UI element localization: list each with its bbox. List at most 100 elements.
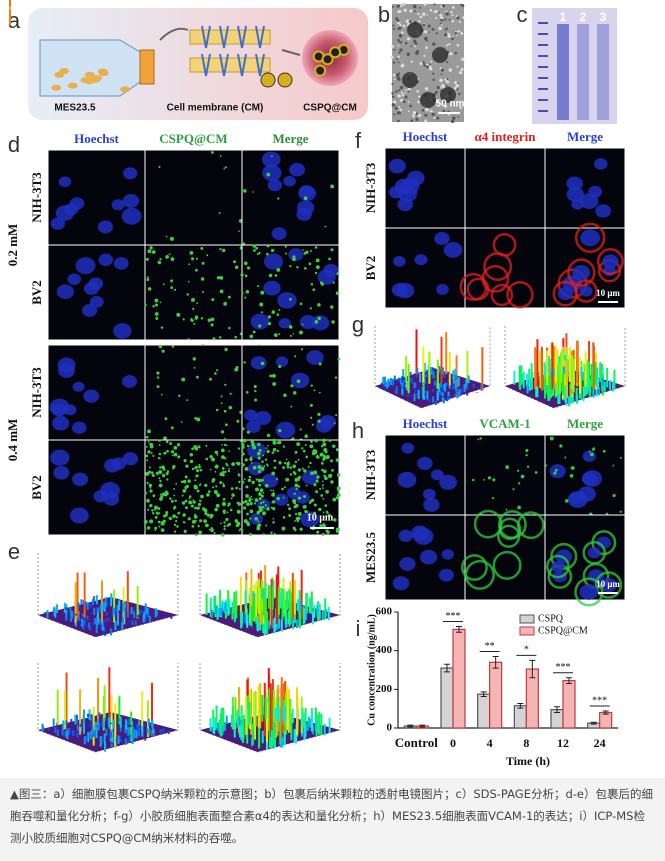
marker-band: [538, 66, 548, 68]
speckle: [294, 519, 297, 522]
membrane-stain: [506, 281, 534, 309]
speckle: [143, 519, 148, 524]
grain: [462, 16, 465, 19]
membrane-stain: [497, 524, 521, 548]
speckle: [159, 258, 162, 261]
speckle: [154, 505, 158, 510]
speckle: [166, 470, 170, 473]
nucleus: [551, 560, 565, 573]
speckle: [185, 464, 189, 468]
membrane-stain: [546, 554, 570, 579]
speckle: [193, 322, 196, 325]
speckle: [220, 448, 225, 453]
grain: [424, 36, 428, 41]
error-bar: [456, 626, 462, 633]
core: [314, 64, 327, 77]
speckle: [220, 402, 223, 405]
speckle: [294, 450, 298, 454]
grain: [423, 54, 426, 57]
speckle: [145, 435, 149, 439]
speckle: [219, 336, 222, 339]
speckle: [297, 511, 302, 516]
speckle: [156, 513, 159, 516]
protein: [219, 53, 229, 77]
speckle: [160, 528, 165, 532]
speckle: [272, 382, 277, 386]
speckle: [310, 250, 312, 252]
speckle: [150, 471, 154, 475]
grain: [433, 10, 436, 14]
speckle: [260, 311, 264, 314]
speckle: [272, 517, 275, 520]
column-header: Hoechst: [74, 131, 119, 146]
speckle: [225, 517, 229, 522]
speckle: [602, 449, 606, 453]
speckle: [317, 303, 321, 307]
nucleus: [271, 227, 287, 241]
speckle: [233, 260, 237, 264]
speckle: [336, 272, 340, 276]
grain: [395, 90, 398, 93]
speckle: [335, 458, 340, 462]
speckle: [316, 530, 319, 534]
speckle: [282, 466, 285, 470]
grain: [397, 19, 400, 22]
speckle: [330, 305, 334, 309]
grain: [422, 23, 426, 27]
speckle: [270, 248, 275, 253]
speckle: [276, 441, 279, 445]
grain: [398, 26, 402, 30]
speckle: [294, 355, 297, 358]
x-tick-label: 8: [523, 736, 529, 750]
speckle: [258, 483, 262, 487]
speckle: [157, 512, 161, 515]
speckle: [262, 492, 265, 494]
speckle: [241, 188, 244, 191]
speckle: [219, 289, 224, 294]
nucleus: [295, 491, 310, 504]
speckle: [150, 451, 153, 454]
speckle: [234, 335, 237, 339]
nucleus: [391, 282, 409, 297]
speckle: [171, 450, 175, 454]
group-label: 0.2 mM: [5, 224, 20, 267]
speckle: [327, 474, 332, 479]
y-tick-label: 600: [376, 606, 393, 618]
nucleus: [580, 229, 601, 247]
speckle: [194, 416, 198, 420]
speckle: [331, 320, 335, 324]
speckle: [196, 506, 200, 510]
speckle: [222, 509, 226, 513]
speckle: [173, 505, 177, 509]
speckle: [154, 515, 158, 519]
speckle: [272, 438, 276, 443]
speckle: [335, 291, 340, 296]
speckle: [270, 506, 273, 509]
speckle: [157, 507, 161, 510]
speckle: [318, 391, 321, 394]
speckle: [161, 473, 166, 478]
speckle: [271, 373, 276, 378]
grain: [428, 64, 432, 68]
speckle: [314, 246, 318, 249]
nucleus: [579, 583, 599, 600]
speckle: [210, 528, 214, 533]
nucleus: [53, 466, 70, 480]
speckle: [234, 519, 239, 523]
speckle: [198, 484, 201, 487]
speckle: [249, 509, 254, 514]
bar: [452, 628, 466, 729]
speckle: [262, 533, 265, 536]
speckle: [549, 436, 554, 441]
grain: [393, 113, 396, 116]
speckle: [492, 496, 495, 500]
speckle: [182, 318, 185, 321]
speckle: [228, 405, 233, 410]
figure: a b c d e f g h i MES23.5 Cell membrane (CM) CSPQ@C…: [5, 0, 626, 768]
speckle: [241, 480, 245, 484]
speckle: [505, 465, 510, 469]
micrograph: [464, 514, 546, 601]
speckle: [199, 468, 203, 472]
speckle: [156, 376, 160, 379]
grain: [432, 42, 436, 46]
